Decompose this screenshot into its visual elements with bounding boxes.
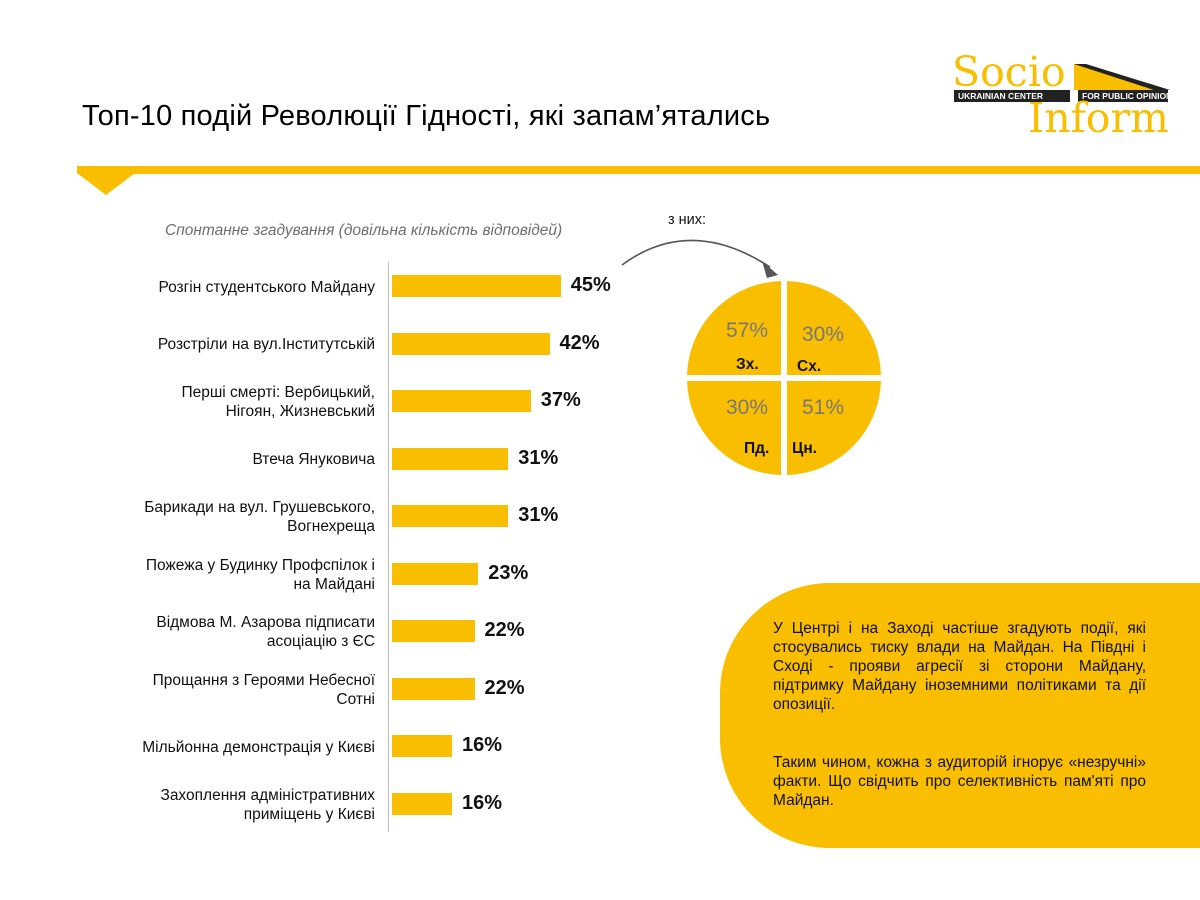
bar-label: Барикади на вул. Грушевського, Вогнехрещ… bbox=[144, 499, 375, 535]
bar-label: Перші смерті: Вербицький, Нігоян, Жизнев… bbox=[181, 384, 375, 420]
note-paragraph-1: У Центрі і на Заході частіше згадують по… bbox=[773, 620, 1146, 713]
pie-value-label: 30% bbox=[802, 323, 845, 346]
pie-region-label: Зх. bbox=[736, 356, 759, 373]
bar-label: Пожежа у Будинку Профспілок і на Майдані bbox=[145, 556, 375, 593]
bar bbox=[392, 562, 479, 585]
bar-label: Захоплення адміністративних приміщень у … bbox=[160, 786, 375, 823]
bar bbox=[392, 390, 531, 412]
pie-quadrant bbox=[687, 281, 781, 375]
bar-value-label: 42% bbox=[559, 331, 600, 354]
bar-value-label: 45% bbox=[570, 274, 611, 296]
bar-value-label: 16% bbox=[462, 791, 503, 814]
title-underline-notch bbox=[77, 173, 135, 195]
pie-quadrant bbox=[787, 381, 881, 475]
bar bbox=[392, 792, 452, 815]
pie-region-label: Сх. bbox=[797, 358, 822, 375]
pie-region-label: Пд. bbox=[744, 440, 770, 457]
logo-band-public-opinion: FOR PUBLIC OPINION RESEARCH bbox=[1078, 90, 1200, 102]
pie-caption: з них: bbox=[668, 212, 707, 228]
bar bbox=[392, 620, 475, 642]
logo-word-inform: Inform bbox=[1028, 94, 1169, 142]
logo-band-ukrainian-center: UKRAINIAN CENTER bbox=[954, 90, 1070, 102]
pie-value-label: 57% bbox=[726, 319, 769, 342]
bar-label: Прощання з Героями Небесної Сотні bbox=[152, 671, 375, 708]
bar-label: Відмова М. Азарова підписати асоціацію з… bbox=[156, 614, 375, 650]
bar-label: Мільйонна демонстрація у Києві bbox=[142, 738, 375, 756]
chart-subtitle: Спонтанне згадування (довільна кількість… bbox=[165, 222, 563, 239]
bar-label: Розстріли на вул.Інститутській bbox=[157, 336, 375, 353]
bar-label: Розгін студентського Майдану bbox=[158, 278, 375, 296]
pie-value-label: 51% bbox=[802, 396, 845, 419]
region-pie-chart bbox=[687, 281, 881, 475]
bar-chart-axis bbox=[388, 262, 389, 832]
bar-value-label: 31% bbox=[518, 446, 559, 469]
bar-value-label: 22% bbox=[484, 676, 525, 699]
pie-value-label: 30% bbox=[726, 396, 769, 419]
pie-quadrant bbox=[787, 281, 881, 375]
bar-value-label: 23% bbox=[488, 561, 529, 584]
page-title: Топ-10 подій Революції Гідності, які зап… bbox=[82, 100, 771, 132]
note-panel bbox=[720, 583, 1200, 848]
title-underline bbox=[77, 166, 1200, 174]
note-paragraph-2: Таким чином, кожна з аудиторій ігнорує «… bbox=[773, 754, 1146, 809]
bar bbox=[392, 505, 509, 527]
bar bbox=[392, 275, 561, 297]
bar bbox=[392, 735, 452, 757]
bar-value-label: 16% bbox=[462, 734, 503, 756]
bar bbox=[392, 332, 550, 355]
logo-wedge-shape bbox=[1074, 64, 1170, 90]
logo-word-socio: Socio bbox=[952, 48, 1066, 96]
bar-value-label: 37% bbox=[540, 389, 581, 411]
bar-label: Втеча Януковича bbox=[252, 451, 375, 468]
socioinform-logo: Socio UKRAINIAN CENTER FOR PUBLIC OPINIO… bbox=[946, 48, 1200, 142]
bar-value-label: 22% bbox=[484, 619, 525, 641]
curved-arrow-icon bbox=[621, 239, 778, 278]
bar bbox=[392, 447, 509, 470]
bar-value-label: 31% bbox=[518, 504, 559, 526]
pie-quadrant bbox=[687, 381, 781, 475]
pie-region-label: Цн. bbox=[792, 440, 817, 457]
bar bbox=[392, 677, 475, 700]
